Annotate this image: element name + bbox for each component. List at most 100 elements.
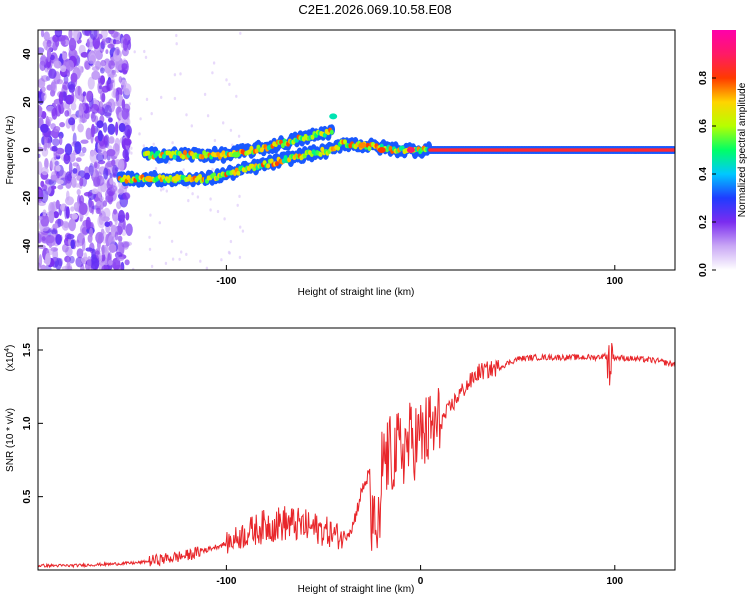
snr-x-tick-label: 0: [418, 576, 424, 587]
spectrogram-noise-cell: [123, 138, 132, 146]
spectrogram-noise-cell: [40, 264, 47, 270]
spectrogram-noise-cell: [83, 191, 93, 197]
spectrogram-noise-cell: [182, 168, 185, 172]
spectrogram-noise-cell: [160, 95, 163, 99]
spectrogram-noise-cell: [68, 37, 77, 52]
spectrogram-noise-cell: [55, 104, 62, 117]
spectrogram-noise-cell: [70, 206, 75, 212]
spectrogram-noise-cell: [75, 157, 82, 163]
spectrogram-noise-cell: [55, 234, 62, 245]
spectrogram-noise-cell: [228, 251, 231, 255]
spectrogram-noise-cell: [85, 216, 91, 230]
spectrogram-noise-cell: [87, 76, 95, 90]
snr-panel: -100 0 100 0.5 1.0 1.5 Height of straight li…: [4, 327, 676, 595]
spectrogram-noise-cell: [109, 185, 118, 193]
spectrogram-noise-cell: [80, 51, 89, 58]
spectrogram-noise-cell: [40, 214, 50, 228]
snr-plot-area: [38, 328, 675, 570]
spectrogram-noise-cell: [113, 101, 120, 107]
spectrogram-noise-cell: [54, 30, 63, 38]
spectrogram-noise-cell: [38, 233, 42, 244]
spectrogram-noise-cell: [81, 30, 91, 36]
spectrogram-noise-cell: [205, 266, 209, 270]
spectrogram-noise-cell: [185, 113, 188, 117]
spectrogram-noise-cell: [128, 102, 131, 106]
spectrogram-noise-cell: [113, 31, 121, 42]
spectrogram-noise-cell: [99, 144, 107, 149]
spectrogram-noise-cell: [66, 233, 75, 240]
snr-y-tick-label: 1.5: [22, 343, 33, 357]
spectrogram-noise-cell: [186, 185, 190, 189]
colorbar-tick-label: 0.2: [698, 215, 709, 229]
snr-frame: [37, 327, 676, 571]
spectrogram-panel: -100 100 -40 -20 0 20 40 Height of straight l…: [5, 29, 676, 298]
spectrogram-noise-cell: [114, 46, 120, 56]
spectrogram-noise-cell: [130, 151, 133, 155]
spectrogram-noise-cell: [98, 101, 104, 110]
spectrogram-noise-cell: [79, 177, 84, 187]
spectrogram-noise-cell: [212, 61, 216, 65]
spectrogram-noise-cell: [38, 142, 41, 148]
spectrogram-noise-cell: [64, 143, 73, 156]
spectrogram-noise-cell: [70, 72, 78, 83]
spectrogram-noise-cell: [145, 97, 149, 101]
spectrogram-noise-cell: [107, 123, 116, 135]
snr-x-tick-label: -100: [216, 576, 236, 587]
spectrogram-noise-cell: [213, 138, 217, 143]
spectrogram-ridge-core: [671, 148, 675, 152]
spectrogram-noise-cell: [97, 130, 103, 142]
spectrogram-noise-cell: [109, 177, 114, 185]
spectrogram-noise-cell: [93, 104, 98, 111]
spectrogram-noise-cell: [89, 150, 98, 164]
colorbar-ticks: 0.0 0.2 0.4 0.6 0.8: [698, 71, 716, 277]
spectrogram-noise-cell: [41, 236, 46, 241]
spectrogram-noise-cell: [223, 217, 226, 221]
spectrogram-noise-cell: [56, 179, 64, 185]
spectrogram-noise-cell: [45, 43, 53, 53]
spectrogram-noise-cell: [38, 153, 41, 158]
spectrogram-noise-cell: [95, 231, 104, 244]
spectrogram-noise-cell: [235, 94, 238, 98]
spectrogram-noise-cell: [102, 200, 108, 207]
spectrogram-noise-cell: [66, 173, 72, 182]
spectrogram-noise-cell: [107, 145, 113, 151]
spectrogram-noise-cell: [62, 52, 68, 61]
spectrogram-noise-cell: [52, 41, 58, 51]
spectrogram-x-tick-label: -100: [216, 276, 236, 287]
spectrogram-noise-cell: [125, 212, 130, 221]
spectrogram-ridge-core: [200, 154, 205, 160]
spectrogram-noise-cell: [40, 123, 49, 133]
spectrogram-noise-cell: [64, 110, 70, 117]
spectrogram-noise-cell: [175, 42, 178, 46]
spectrogram-noise-cell: [154, 166, 158, 171]
spectrogram-noise-cell: [61, 265, 71, 270]
spectrogram-noise-cell: [216, 209, 220, 214]
spectrogram-noise-cell: [117, 256, 125, 261]
spectrogram-noise-cell: [53, 60, 62, 69]
spectrogram-noise-cell: [121, 99, 126, 110]
spectrogram-noise-cell: [85, 127, 92, 140]
spectrogram-noise-cell: [158, 221, 161, 225]
spectrogram-ridge-core: [172, 154, 177, 160]
spectrogram-noise-cell: [65, 246, 73, 257]
spectrogram-noise-cell: [68, 83, 76, 93]
colorbar-tick-label: 0.4: [698, 167, 709, 181]
spectrogram-noise-cell: [68, 255, 75, 264]
spectrogram-noise-cell: [46, 49, 52, 59]
spectrogram-noise-cell: [78, 202, 88, 215]
spectrogram-noise-cell: [121, 108, 129, 120]
spectrogram-noise-cell: [46, 117, 53, 122]
spectrogram-noise-cell: [96, 120, 104, 129]
spectrogram-noise-cell: [90, 257, 100, 270]
spectrogram-noise-cell: [39, 54, 47, 66]
spectrogram-noise-cell: [46, 248, 54, 256]
spectrogram-noise-cell: [75, 242, 83, 247]
spectrogram-noise-cell: [58, 91, 64, 105]
spectrogram-ridge-core: [181, 154, 186, 160]
spectrogram-noise-cell: [41, 91, 47, 102]
spectrogram-noise-cell: [78, 152, 85, 157]
snr-y-label: SNR (10 * v/v): [5, 408, 16, 472]
colorbar-gradient: [712, 30, 736, 270]
snr-multiplier: (x104): [4, 345, 16, 372]
spectrogram-noise-cell: [138, 132, 141, 136]
